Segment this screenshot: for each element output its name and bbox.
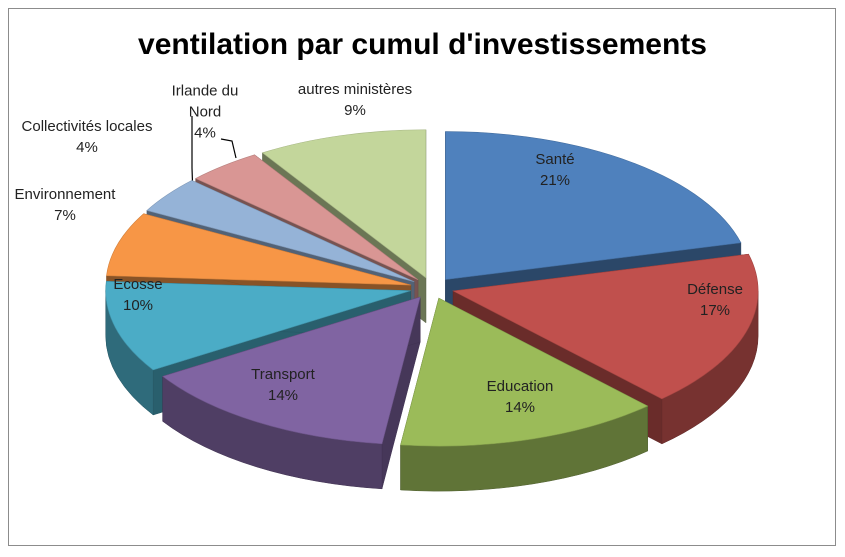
slice [146, 180, 415, 283]
slice [162, 296, 421, 445]
value-label: 21% [539, 172, 571, 189]
category-label: autres ministères [297, 81, 413, 98]
value-label: 10% [122, 297, 154, 314]
value-label: 9% [344, 102, 366, 119]
slice [106, 213, 411, 286]
slice [194, 154, 419, 281]
slice-label: Environnement 7% [15, 184, 116, 226]
chart-frame [8, 8, 836, 546]
slice [261, 129, 427, 279]
category-label: Santé [535, 151, 575, 168]
slice-label: autres ministères 9% [298, 79, 412, 121]
category-label: Collectivités locales [21, 118, 153, 135]
slice [105, 281, 411, 371]
slice-label: Irlande du Nord 4% [165, 81, 245, 144]
slice-label: Education 14% [487, 376, 554, 418]
value-label: 4% [194, 124, 216, 142]
value-label: 14% [504, 399, 536, 416]
category-label: Education [486, 378, 554, 395]
category-label: Environnement [14, 186, 116, 203]
category-label: Transport [251, 366, 315, 383]
category-label: Ecosse [113, 276, 163, 293]
leader-line [220, 138, 237, 159]
chart-title: ventilation par cumul d'investissements [138, 28, 707, 61]
slice-label: Transport 14% [251, 364, 315, 406]
slice-label: Défense 17% [687, 279, 743, 321]
value-label: 17% [699, 302, 731, 319]
value-label: 4% [76, 139, 98, 156]
slice [452, 253, 759, 400]
category-label: Défense [687, 281, 743, 298]
slice [445, 131, 742, 280]
category-label: Irlande du Nord [171, 82, 239, 121]
slice-label: Ecosse 10% [113, 274, 162, 316]
value-label: 14% [267, 387, 299, 404]
slice-label: Collectivités locales 4% [22, 116, 153, 158]
slice-label: Santé 21% [535, 149, 574, 191]
value-label: 7% [54, 207, 76, 224]
slice [400, 297, 649, 447]
